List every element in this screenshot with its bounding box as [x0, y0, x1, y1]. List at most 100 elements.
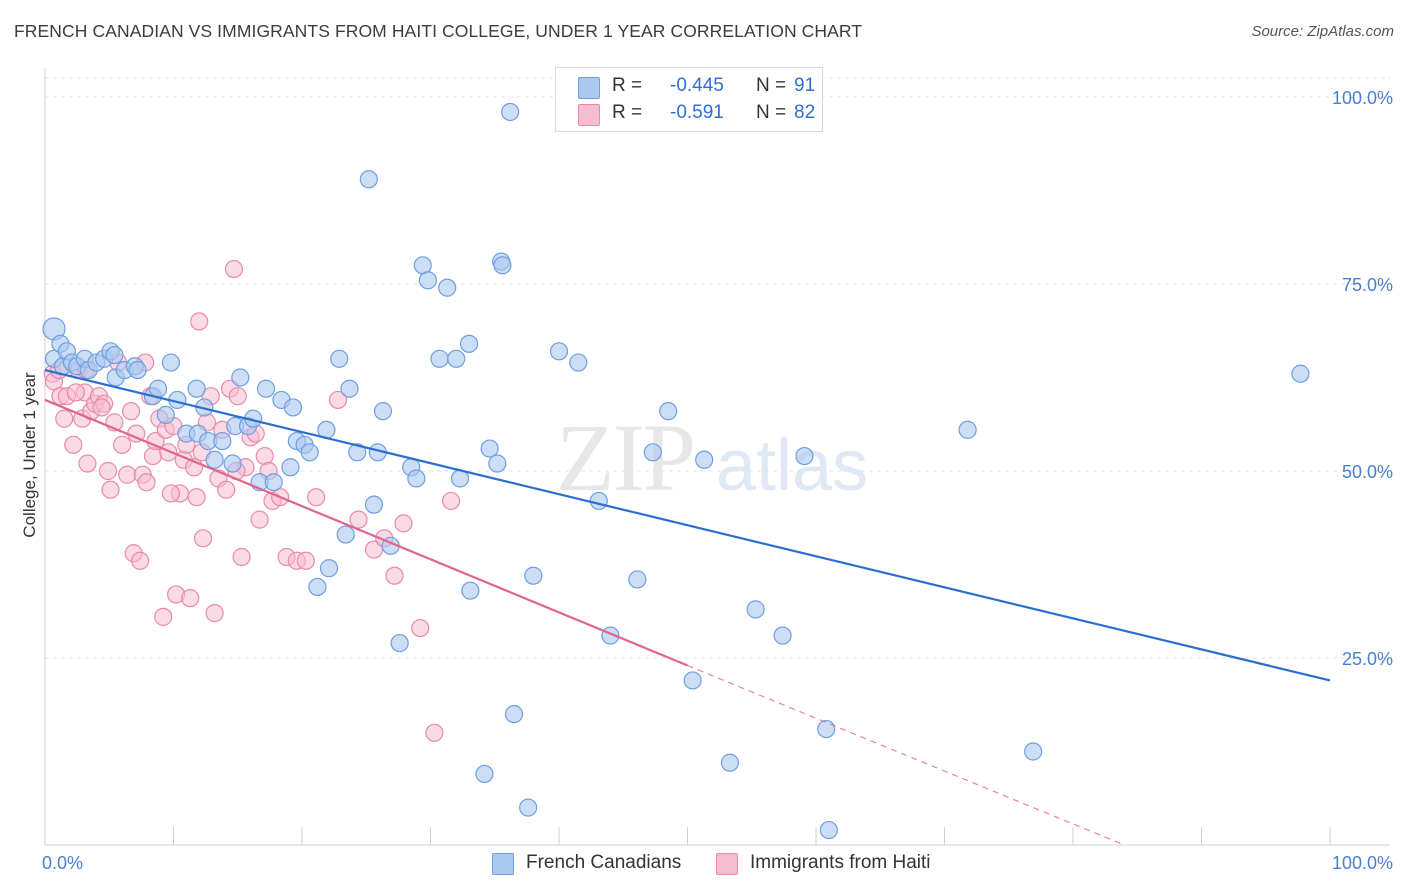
- watermark-atlas: atlas: [716, 426, 868, 506]
- french-canadian-point: [205, 450, 224, 469]
- haiti-point: [55, 409, 74, 428]
- french-canadian-point: [461, 581, 480, 600]
- grid-lines: [45, 77, 1390, 659]
- french-canadian-point: [459, 334, 479, 353]
- french-canadian-point: [223, 454, 242, 473]
- haiti-point: [64, 435, 83, 454]
- french-canadian-point: [336, 525, 355, 544]
- french-canadian-point: [695, 450, 714, 469]
- french-canadian-point: [501, 102, 520, 122]
- french-canadian-point: [308, 577, 327, 597]
- haiti-point: [181, 589, 200, 608]
- haiti-point: [190, 312, 209, 331]
- haiti-point: [394, 514, 413, 533]
- trend-line-french-canadians: [44, 368, 1331, 682]
- french-canadian-point: [519, 798, 538, 817]
- french-canadian-point: [264, 473, 283, 492]
- french-canadian-point: [488, 454, 507, 473]
- french-canadian-point: [480, 439, 499, 458]
- haiti-point: [161, 484, 181, 503]
- french-canadian-point: [746, 600, 765, 619]
- legend-n-label: N =: [756, 102, 787, 123]
- bottom-legend-label: French Canadians: [526, 852, 682, 873]
- french-canadian-point: [418, 271, 438, 290]
- french-canadian-point: [493, 256, 512, 275]
- haiti-point: [154, 607, 173, 626]
- french-canadian-point: [1024, 742, 1043, 761]
- y-axis-label: College, Under 1 year: [20, 372, 39, 538]
- haiti-point: [137, 473, 156, 492]
- legend-r-label: R =: [612, 102, 643, 123]
- watermark: ZIP atlas: [556, 404, 868, 511]
- watermark-zip: ZIP: [556, 404, 694, 511]
- haiti-point: [66, 383, 85, 402]
- french-canadian-point: [643, 443, 662, 462]
- trend-lines: [44, 368, 1331, 846]
- haiti-point: [205, 604, 224, 623]
- french-canadian-point: [213, 431, 232, 451]
- haiti-point: [441, 491, 461, 511]
- series-haiti-points: [43, 259, 461, 742]
- legend-n-label: N =: [756, 75, 787, 96]
- bottom-legend-label: Immigrants from Haiti: [750, 852, 931, 873]
- french-canadian-point: [330, 349, 349, 368]
- haiti-point: [217, 480, 236, 499]
- haiti-point: [98, 461, 118, 481]
- haiti-point: [385, 566, 404, 585]
- haiti-point: [78, 454, 97, 473]
- haiti-point: [296, 551, 315, 570]
- haiti-point: [130, 551, 150, 570]
- french-canadian-point: [231, 368, 250, 387]
- y-tick-label: 100.0%: [1332, 88, 1393, 108]
- french-canadian-point: [438, 278, 457, 297]
- y-tick-label: 50.0%: [1342, 462, 1393, 482]
- haiti-point: [255, 446, 274, 466]
- french-canadian-point: [773, 626, 792, 645]
- french-canadian-point: [817, 719, 836, 739]
- haiti-point: [101, 480, 120, 499]
- french-canadian-point: [628, 570, 647, 589]
- french-canadian-point: [524, 566, 543, 585]
- legend-r-label: R =: [612, 75, 643, 96]
- bottom-legend-swatch-pink: [716, 853, 738, 875]
- tick-labels: 25.0% 50.0% 75.0% 100.0% 0.0% 100.0%: [42, 88, 1393, 873]
- french-canadian-point: [348, 443, 367, 462]
- haiti-point: [411, 618, 430, 638]
- french-canadian-point: [958, 420, 977, 439]
- french-canadian-point: [161, 353, 181, 372]
- french-canadian-point: [720, 753, 740, 772]
- trend-line-haiti-extension: [687, 664, 1125, 846]
- french-canadian-point: [340, 379, 359, 398]
- french-canadian-point: [128, 360, 147, 380]
- french-canadian-point: [148, 379, 168, 398]
- haiti-point: [193, 529, 213, 548]
- source-note: Source: ZipAtlas.com: [1251, 23, 1394, 40]
- haiti-point: [349, 510, 368, 529]
- correlation-legend: R = -0.445 N = 91 R = -0.591 N = 82: [555, 67, 823, 132]
- chart-title: FRENCH CANADIAN VS IMMIGRANTS FROM HAITI…: [14, 21, 863, 41]
- haiti-point: [92, 398, 111, 417]
- legend-swatch-pink: [578, 104, 600, 126]
- french-canadian-point: [256, 379, 276, 398]
- haiti-point: [224, 259, 243, 279]
- haiti-point: [250, 510, 269, 529]
- french-canadian-point: [364, 495, 384, 514]
- french-canadian-point: [659, 402, 678, 421]
- haiti-point: [121, 402, 141, 421]
- haiti-point: [118, 465, 137, 484]
- french-canadian-point: [569, 353, 588, 372]
- haiti-point: [228, 387, 247, 406]
- french-canadian-point: [187, 379, 206, 398]
- haiti-point: [425, 723, 444, 742]
- french-canadian-point: [373, 402, 393, 421]
- legend-r-value: -0.591: [670, 102, 724, 123]
- french-canadian-point: [549, 342, 569, 361]
- y-tick-label: 25.0%: [1342, 649, 1393, 669]
- haiti-point: [232, 547, 251, 567]
- french-canadian-point: [475, 764, 494, 784]
- french-canadian-point: [1291, 364, 1310, 383]
- haiti-point: [187, 488, 206, 507]
- x-tick-label-min: 0.0%: [42, 853, 83, 873]
- french-canadian-point: [319, 559, 339, 578]
- french-canadian-point: [589, 491, 608, 511]
